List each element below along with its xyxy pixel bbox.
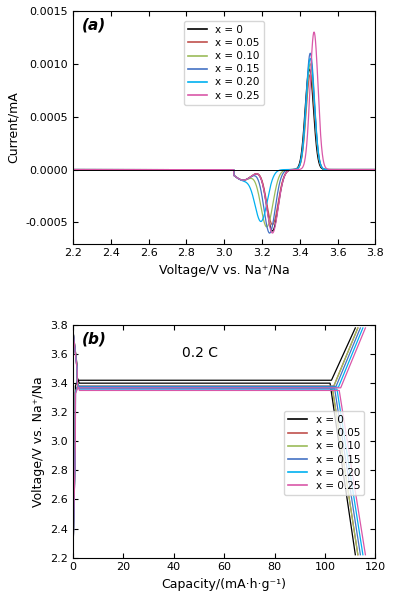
Y-axis label: Current/mA: Current/mA [7,91,20,163]
X-axis label: Capacity/(mA·h·g⁻¹): Capacity/(mA·h·g⁻¹) [162,578,287,591]
Y-axis label: Voltage/V vs. Na⁺/Na: Voltage/V vs. Na⁺/Na [32,376,45,507]
Text: (a): (a) [82,18,107,33]
Legend: x = 0, x = 0.05, x = 0.10, x = 0.15, x = 0.20, x = 0.25: x = 0, x = 0.05, x = 0.10, x = 0.15, x =… [284,411,364,495]
Text: 0.2 C: 0.2 C [182,346,218,360]
Text: (b): (b) [82,332,107,347]
Legend: x = 0, x = 0.05, x = 0.10, x = 0.15, x = 0.20, x = 0.25: x = 0, x = 0.05, x = 0.10, x = 0.15, x =… [184,21,264,105]
X-axis label: Voltage/V vs. Na⁺/Na: Voltage/V vs. Na⁺/Na [159,264,290,277]
